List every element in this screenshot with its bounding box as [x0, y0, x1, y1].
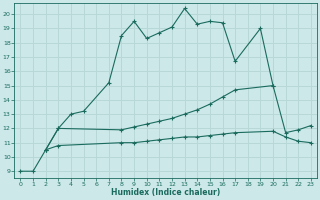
X-axis label: Humidex (Indice chaleur): Humidex (Indice chaleur): [111, 188, 220, 197]
